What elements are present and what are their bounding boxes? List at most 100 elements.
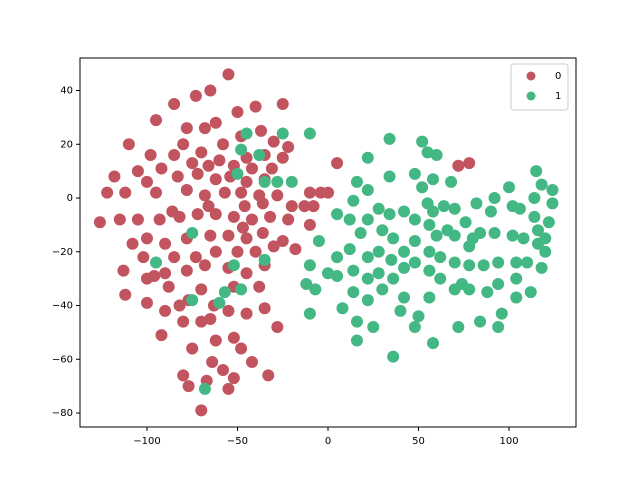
scatter-point	[535, 178, 548, 191]
scatter-point	[186, 157, 199, 170]
scatter-point	[258, 253, 271, 266]
scatter-point	[213, 296, 226, 309]
legend-label: 1	[555, 91, 561, 102]
scatter-point	[240, 267, 253, 280]
scatter-point	[542, 216, 555, 229]
scatter-point	[262, 369, 275, 382]
scatter-point	[276, 97, 289, 110]
plot-area	[93, 68, 559, 417]
scatter-point	[367, 321, 380, 334]
scatter-point	[474, 315, 487, 328]
scatter-point	[222, 229, 235, 242]
scatter-point	[140, 175, 153, 188]
scatter-point	[361, 151, 374, 164]
scatter-point	[470, 197, 483, 210]
scatter-point	[166, 205, 179, 218]
scatter-point	[331, 269, 344, 282]
legend-label: 0	[555, 71, 561, 82]
scatter-point	[235, 143, 248, 156]
scatter-point	[271, 321, 284, 334]
scatter-point	[276, 127, 289, 140]
scatter-point	[484, 205, 497, 218]
y-tick-label: −80	[52, 408, 73, 419]
scatter-point	[231, 245, 244, 258]
scatter-point	[240, 307, 253, 320]
scatter-point	[521, 256, 534, 269]
scatter-point	[153, 213, 166, 226]
scatter-point	[119, 288, 132, 301]
scatter-point	[448, 229, 461, 242]
scatter-point	[253, 149, 266, 162]
scatter-point	[312, 235, 325, 248]
scatter-point	[162, 280, 175, 293]
scatter-point	[350, 334, 363, 347]
scatter-point	[191, 167, 204, 180]
x-tick-label: −100	[133, 436, 160, 447]
scatter-point	[452, 159, 465, 172]
y-tick-label: 40	[60, 86, 73, 97]
scatter-point	[256, 226, 269, 239]
scatter-point	[376, 283, 389, 296]
scatter-point	[171, 170, 184, 183]
scatter-point	[180, 122, 193, 135]
scatter-point	[408, 321, 421, 334]
scatter-point	[347, 264, 360, 277]
scatter-point	[186, 226, 199, 239]
scatter-point	[119, 186, 132, 199]
scatter-point	[198, 382, 211, 395]
scatter-point	[227, 331, 240, 344]
scatter-point	[488, 226, 501, 239]
scatter-point	[245, 213, 258, 226]
scatter-point	[408, 256, 421, 269]
scatter-point	[204, 84, 217, 97]
scatter-point	[198, 259, 211, 272]
scatter-point	[168, 149, 181, 162]
scatter-point	[408, 235, 421, 248]
scatter-point	[361, 294, 374, 307]
scatter-point	[150, 256, 163, 269]
scatter-point	[222, 382, 235, 395]
scatter-point	[209, 173, 222, 186]
scatter-point	[510, 256, 523, 269]
x-tick-label: 0	[325, 436, 331, 447]
scatter-point	[227, 259, 240, 272]
scatter-point	[448, 256, 461, 269]
scatter-point	[421, 146, 434, 159]
scatter-point	[531, 224, 544, 237]
x-tick-label: −50	[227, 436, 248, 447]
scatter-point	[347, 194, 360, 207]
scatter-point	[303, 307, 316, 320]
scatter-point	[430, 149, 443, 162]
scatter-point	[249, 245, 262, 258]
scatter-point	[150, 186, 163, 199]
scatter-point	[231, 106, 244, 119]
scatter-point	[240, 175, 253, 188]
scatter-point	[445, 175, 458, 188]
scatter-point	[331, 157, 344, 170]
scatter-point	[113, 213, 126, 226]
legend-box	[510, 63, 569, 111]
scatter-point	[383, 132, 396, 145]
scatter-point	[307, 200, 320, 213]
scatter-point	[271, 175, 284, 188]
scatter-point	[159, 237, 172, 250]
scatter-point	[240, 232, 253, 245]
scatter-point	[235, 283, 248, 296]
scatter-point	[539, 245, 552, 258]
scatter-point	[423, 218, 436, 231]
scatter-point	[155, 162, 168, 175]
scatter-point	[101, 186, 114, 199]
scatter-point	[191, 208, 204, 221]
scatter-point	[258, 302, 271, 315]
scatter-point	[416, 135, 429, 148]
scatter-point	[159, 304, 172, 317]
scatter-point	[177, 315, 190, 328]
scatter-point	[144, 149, 157, 162]
scatter-point	[267, 240, 280, 253]
scatter-point	[372, 245, 385, 258]
y-tick-label: −20	[52, 247, 73, 258]
scatter-point	[189, 89, 202, 102]
scatter-point	[285, 200, 298, 213]
scatter-point	[376, 224, 389, 237]
scatter-point	[528, 192, 541, 205]
